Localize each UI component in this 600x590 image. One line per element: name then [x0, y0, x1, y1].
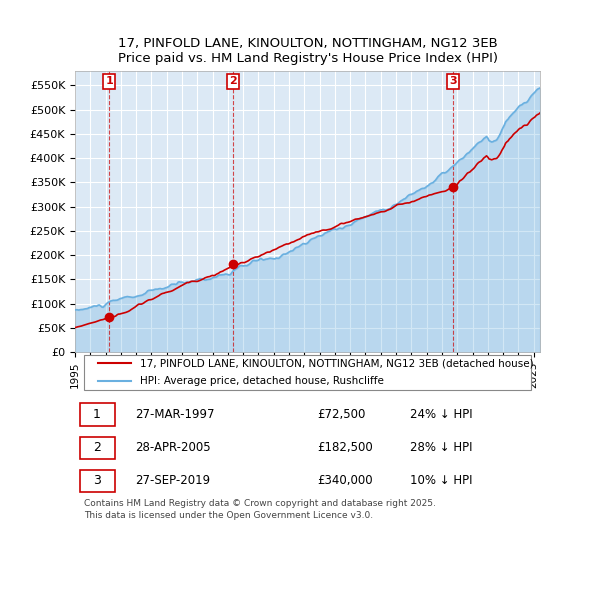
Text: 10% ↓ HPI: 10% ↓ HPI [410, 474, 472, 487]
Title: 17, PINFOLD LANE, KINOULTON, NOTTINGHAM, NG12 3EB
Price paid vs. HM Land Registr: 17, PINFOLD LANE, KINOULTON, NOTTINGHAM,… [118, 38, 497, 65]
Text: £182,500: £182,500 [317, 441, 373, 454]
Text: 1: 1 [106, 77, 113, 86]
Text: 24% ↓ HPI: 24% ↓ HPI [410, 408, 472, 421]
Text: 17, PINFOLD LANE, KINOULTON, NOTTINGHAM, NG12 3EB (detached house): 17, PINFOLD LANE, KINOULTON, NOTTINGHAM,… [140, 359, 534, 369]
Text: £340,000: £340,000 [317, 474, 373, 487]
Text: HPI: Average price, detached house, Rushcliffe: HPI: Average price, detached house, Rush… [140, 376, 384, 386]
Text: 27-SEP-2019: 27-SEP-2019 [136, 474, 211, 487]
FancyBboxPatch shape [80, 470, 115, 492]
Text: 2: 2 [229, 77, 237, 86]
Text: Contains HM Land Registry data © Crown copyright and database right 2025.
This d: Contains HM Land Registry data © Crown c… [84, 499, 436, 520]
Text: 1: 1 [93, 408, 101, 421]
Text: 27-MAR-1997: 27-MAR-1997 [136, 408, 215, 421]
FancyBboxPatch shape [80, 437, 115, 459]
Text: £72,500: £72,500 [317, 408, 365, 421]
Text: 28-APR-2005: 28-APR-2005 [136, 441, 211, 454]
Text: 3: 3 [449, 77, 457, 86]
Text: 28% ↓ HPI: 28% ↓ HPI [410, 441, 472, 454]
FancyBboxPatch shape [84, 355, 531, 391]
FancyBboxPatch shape [80, 404, 115, 425]
Text: 2: 2 [93, 441, 101, 454]
Text: 3: 3 [93, 474, 101, 487]
